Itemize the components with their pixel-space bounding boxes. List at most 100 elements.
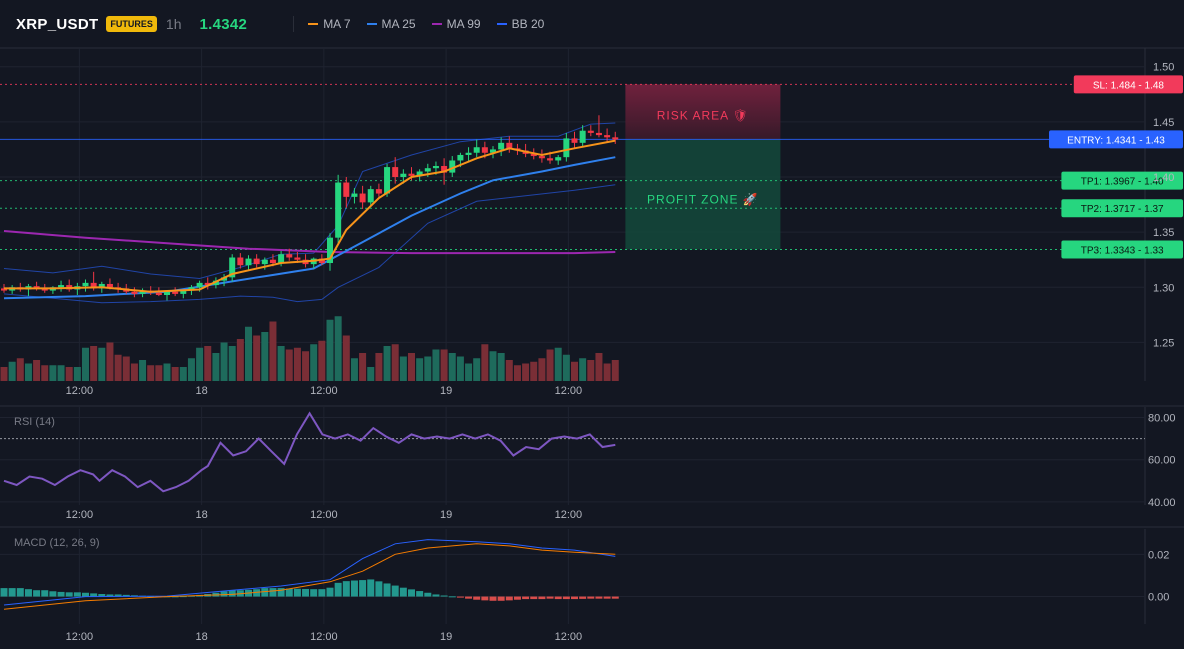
candle-body[interactable] [294, 257, 301, 260]
candle-body[interactable] [424, 168, 431, 172]
candle-body[interactable] [416, 171, 423, 176]
candle-body[interactable] [196, 282, 203, 288]
candle-body[interactable] [408, 173, 415, 176]
candle-body[interactable] [351, 193, 358, 197]
candle-body[interactable] [286, 254, 293, 258]
volume-bar [98, 347, 106, 381]
macd-histogram-bar [440, 595, 448, 597]
candle-body[interactable] [261, 259, 268, 265]
macd-histogram-bar [277, 588, 285, 597]
candle-body[interactable] [400, 173, 407, 178]
macd-histogram-bar [41, 590, 49, 597]
candle-body[interactable] [41, 288, 48, 291]
volume-bar [196, 347, 204, 381]
legend-ma7[interactable]: MA 7 [308, 17, 351, 31]
chart-header: XRP_USDT FUTURES 1h 1.4342 MA 7 MA 25 MA… [0, 0, 1184, 48]
volume-bar [391, 344, 399, 381]
level-tag-sl[interactable] [1073, 75, 1183, 94]
candle-body[interactable] [237, 257, 244, 266]
volume-bar [122, 356, 130, 381]
candle-body[interactable] [530, 153, 537, 157]
level-tag-tp[interactable] [1061, 240, 1183, 259]
macd-time-axis-label: 12:00 [555, 631, 583, 643]
level-tag-tp[interactable] [1061, 199, 1183, 218]
volume-bar [611, 360, 619, 381]
candle-body[interactable] [579, 130, 586, 143]
candle-body[interactable] [90, 282, 97, 289]
candle-body[interactable] [131, 291, 138, 294]
candle-body[interactable] [538, 156, 545, 159]
candle-body[interactable] [498, 142, 505, 150]
candle-body[interactable] [506, 142, 513, 149]
macd-histogram-bar [342, 581, 350, 597]
candle-body[interactable] [180, 290, 187, 294]
candle-body[interactable] [473, 147, 480, 153]
candle-body[interactable] [318, 258, 325, 264]
candle-body[interactable] [481, 147, 488, 153]
candle-body[interactable] [359, 193, 366, 203]
risk-area-zone[interactable] [625, 84, 781, 140]
volume-bar [440, 349, 448, 381]
candle-body[interactable] [253, 258, 260, 265]
candle-body[interactable] [449, 160, 456, 173]
candle-body[interactable] [604, 135, 611, 138]
macd-histogram-bar [383, 583, 391, 597]
candle-body[interactable] [490, 149, 496, 153]
candle-body[interactable] [457, 154, 464, 161]
macd-histogram-bar [595, 596, 603, 599]
candle-body[interactable] [1, 288, 7, 291]
interval-selector[interactable]: 1h [165, 16, 182, 32]
macd-histogram-bar [603, 596, 611, 599]
candle-body[interactable] [269, 259, 276, 264]
candle-body[interactable] [335, 182, 342, 238]
volume-bar [318, 340, 326, 381]
candle-body[interactable] [571, 138, 578, 143]
candle-body[interactable] [367, 189, 374, 203]
candle-body[interactable] [204, 282, 211, 286]
candle-body[interactable] [172, 291, 179, 294]
candle-body[interactable] [392, 167, 399, 178]
candle-body[interactable] [229, 257, 236, 278]
legend-ma99[interactable]: MA 99 [431, 17, 481, 31]
candle-body[interactable] [547, 158, 554, 161]
candle-body[interactable] [33, 286, 40, 289]
legend-ma99-swatch [431, 23, 442, 25]
candle-body[interactable] [278, 254, 285, 264]
candle-body[interactable] [375, 189, 382, 194]
price-time-axis-label: 12:00 [555, 385, 583, 397]
macd-histogram-bar [285, 588, 293, 597]
candle-body[interactable] [212, 280, 219, 286]
candle-body[interactable] [595, 132, 602, 136]
level-tag-text-tp: TP3: 1.3343 - 1.33 [1081, 245, 1164, 256]
candle-body[interactable] [155, 292, 162, 295]
candle-body[interactable] [465, 152, 472, 155]
volume-bar [65, 367, 73, 381]
legend-ma25[interactable]: MA 25 [366, 17, 416, 31]
profit-zone[interactable] [625, 139, 781, 250]
macd-histogram-bar [399, 587, 407, 597]
symbol-name[interactable]: XRP_USDT [16, 15, 99, 33]
candle-body[interactable] [106, 283, 113, 288]
candle-body[interactable] [555, 157, 562, 161]
candle-body[interactable] [139, 290, 146, 294]
candle-body[interactable] [82, 282, 89, 287]
legend-bb20[interactable]: BB 20 [496, 17, 544, 31]
level-tag-tp[interactable] [1061, 171, 1183, 190]
level-tag-entry[interactable] [1049, 130, 1183, 149]
candle-body[interactable] [98, 283, 105, 289]
volume-bar [595, 353, 603, 381]
candle-body[interactable] [612, 137, 619, 140]
candle-body[interactable] [343, 182, 350, 197]
candle-body[interactable] [58, 285, 65, 288]
candle-body[interactable] [164, 291, 170, 295]
candle-body[interactable] [563, 138, 570, 158]
candle-body[interactable] [384, 167, 391, 194]
candle-body[interactable] [327, 237, 333, 264]
candle-body[interactable] [221, 277, 228, 281]
candle-body[interactable] [587, 130, 594, 133]
candle-body[interactable] [441, 165, 448, 173]
macd-histogram-bar [391, 585, 399, 597]
candle-body[interactable] [245, 258, 252, 266]
candle-body[interactable] [432, 165, 439, 169]
